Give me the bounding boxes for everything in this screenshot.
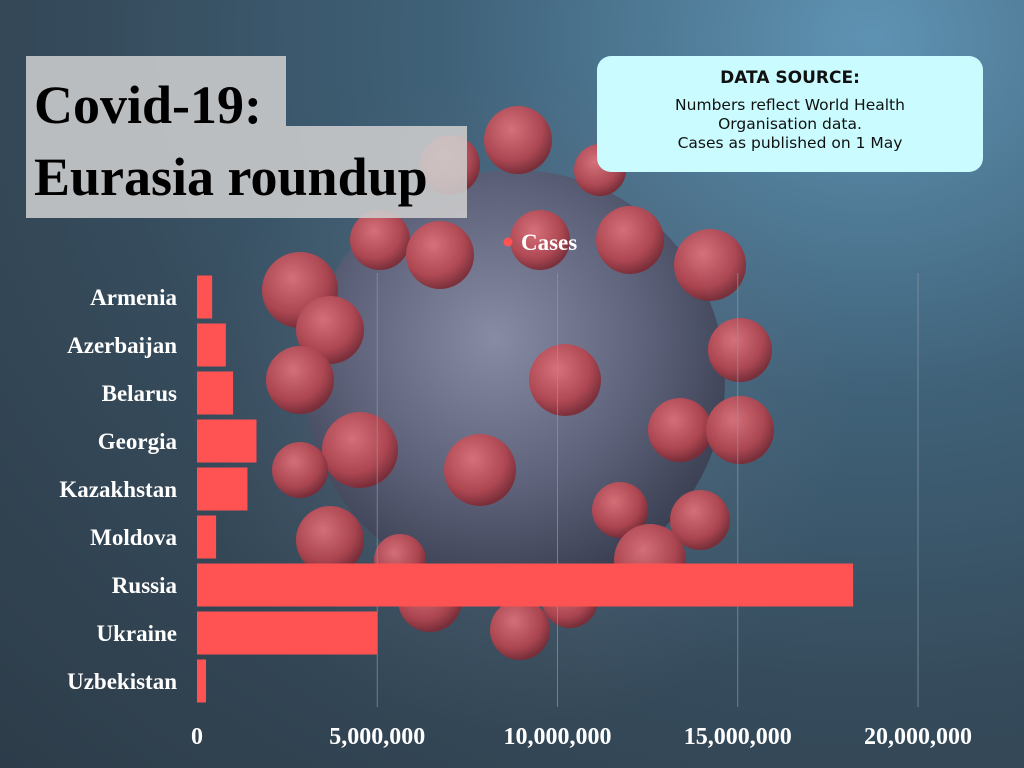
x-tick-label: 0 [191,724,203,750]
category-label: Russia [112,573,178,598]
category-label: Uzbekistan [67,669,177,694]
data-source-box: DATA SOURCE: Numbers reflect World Healt… [597,56,983,172]
category-label: Armenia [90,285,177,310]
category-label: Ukraine [97,621,178,646]
bar-moldova [197,515,217,559]
legend-marker [503,237,513,247]
x-tick-label: 15,000,000 [684,724,792,750]
category-label: Belarus [102,381,177,406]
legend-label: Cases [521,230,577,255]
bar-kazakhstan [197,467,248,511]
category-label: Moldova [90,525,177,550]
category-label: Azerbaijan [67,333,177,358]
bar-russia [197,563,854,607]
bar-azerbaijan [197,323,226,367]
page-title-line-2: Eurasia roundup [26,126,467,218]
page-title-line-1: Covid-19: [26,56,286,132]
bar-armenia [197,275,213,319]
data-source-heading: DATA SOURCE: [720,68,860,88]
data-source-line-2: Organisation data. [718,115,862,133]
bar-belarus [197,371,234,415]
bar-georgia [197,419,257,463]
bar-uzbekistan [197,659,207,703]
category-label: Kazakhstan [59,477,177,502]
data-source-line-1: Numbers reflect World Health [675,96,905,114]
x-tick-label: 20,000,000 [864,724,972,750]
x-tick-label: 10,000,000 [504,724,612,750]
category-label: Georgia [98,429,178,454]
bar-ukraine [197,611,378,655]
data-source-line-3: Cases as published on 1 May [677,134,903,152]
x-tick-label: 5,000,000 [329,724,425,750]
